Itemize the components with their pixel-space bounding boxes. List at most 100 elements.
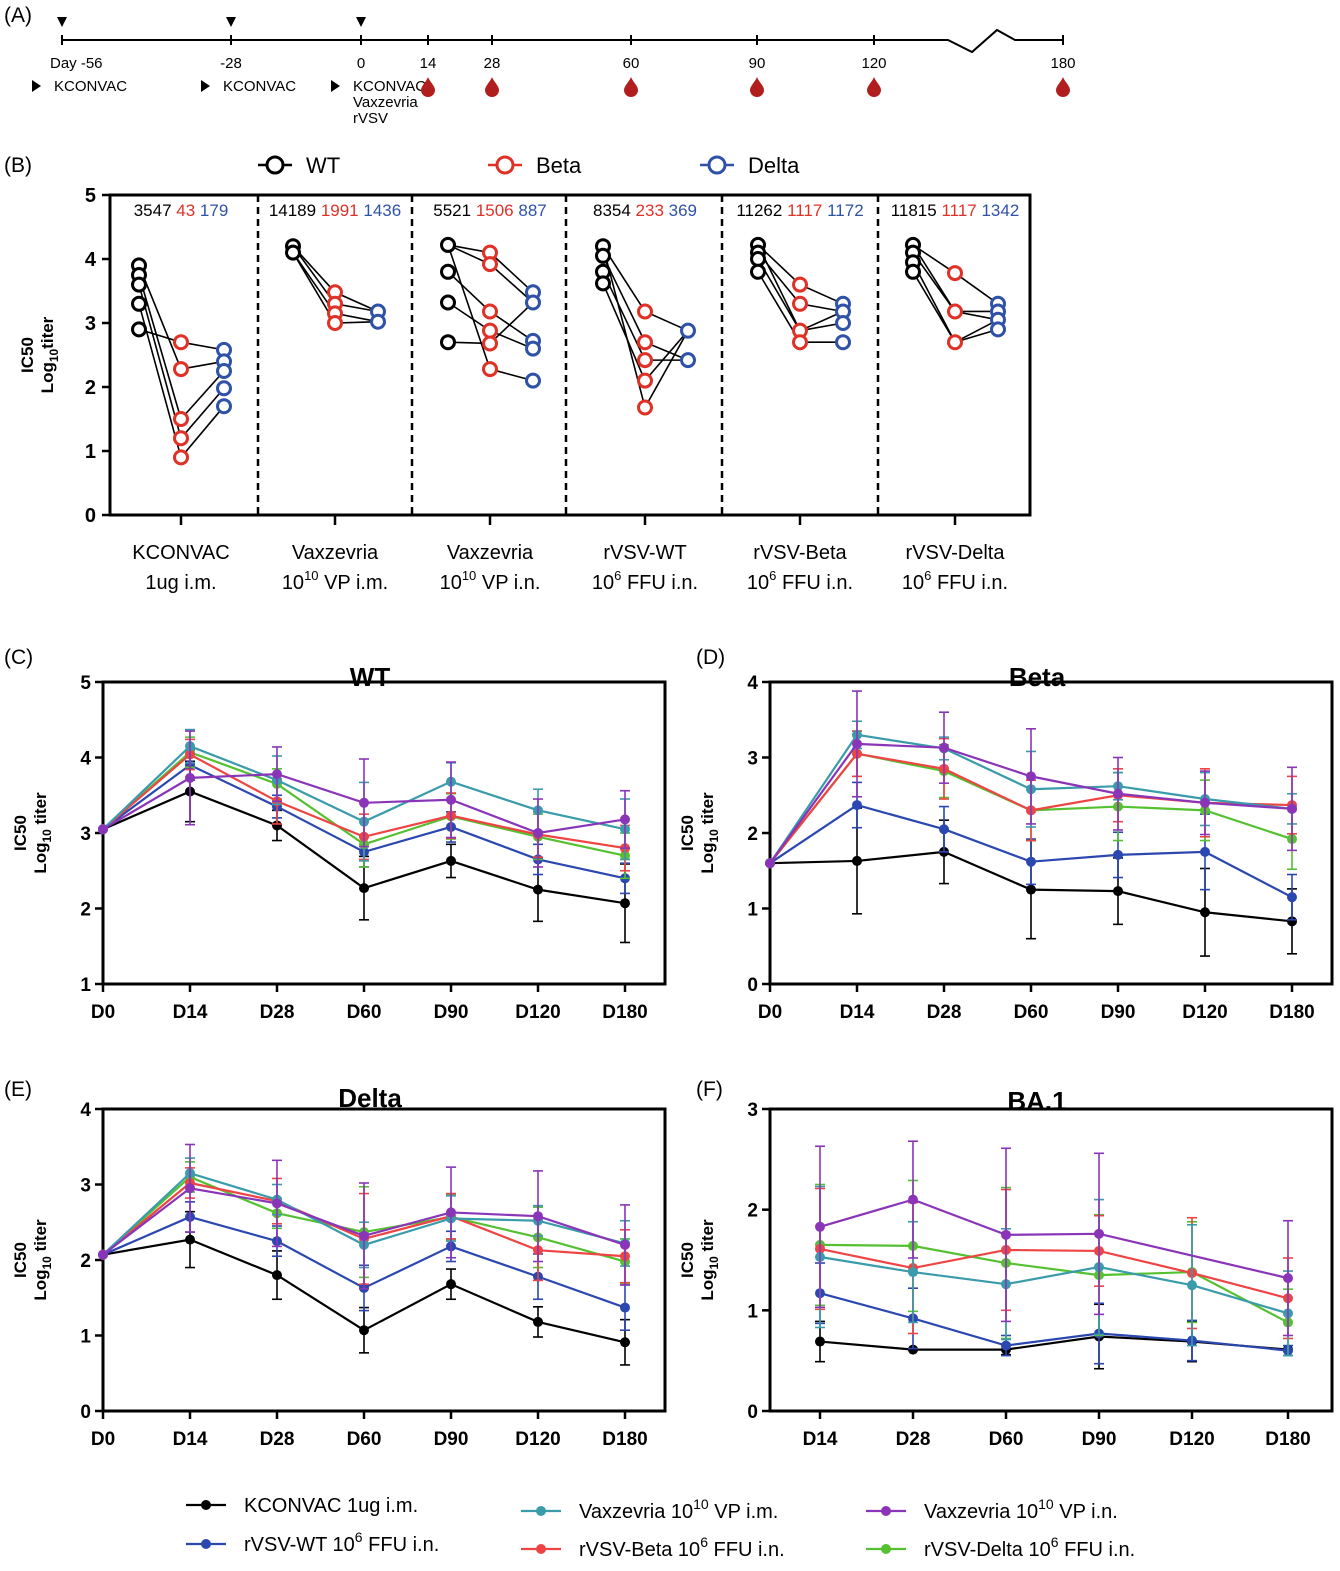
series-line: [819, 1247, 1289, 1300]
data-point-beta: [637, 399, 653, 416]
group-label-tail: 1ug i.m.: [145, 572, 216, 594]
gmt-values: 3547 43 179: [134, 201, 229, 220]
timeline-day-label: 90: [749, 55, 766, 72]
x-tick-label: D28: [260, 1429, 295, 1450]
y-tick-label: 0: [747, 975, 758, 996]
legend-label-sup: 6: [1051, 1534, 1059, 1550]
plot-frame: [768, 680, 1334, 986]
group-label-sup: 6: [614, 568, 621, 583]
data-point-beta: [327, 315, 343, 331]
data-point-beta: [792, 295, 808, 312]
gmt-value: 369: [664, 201, 697, 220]
data-point: [359, 1325, 369, 1336]
y-axis-label-line2: Log10 titer: [698, 1219, 721, 1301]
group-label-tail: FFU i.n.: [931, 572, 1008, 594]
legend-marker: [536, 1506, 546, 1516]
y-axis-label-line1: IC50: [11, 815, 30, 851]
x-tick-label: D14: [803, 1429, 838, 1450]
legend-marker: [265, 155, 285, 175]
data-point-wt: [440, 294, 456, 311]
series-vaxzevria-im: [815, 1185, 1293, 1357]
gmt-value: 5521: [433, 201, 471, 220]
group-label-base: 10: [282, 572, 304, 594]
timeline-day-label: -28: [220, 55, 242, 72]
gmt-value: 179: [195, 201, 228, 220]
data-point-beta: [947, 334, 963, 351]
x-tick-label: D90: [1082, 1429, 1117, 1450]
legend-label-text: Vaxzevria 10: [924, 1501, 1038, 1523]
y-tick-label: 2: [80, 1251, 91, 1272]
x-tick-label: D120: [1182, 1002, 1227, 1023]
data-point: [1113, 788, 1123, 799]
data-point: [1001, 1340, 1011, 1351]
gmt-values: 5521 1506 887: [433, 201, 546, 220]
data-point-beta: [173, 361, 189, 378]
x-tick-label: D180: [1265, 1429, 1310, 1450]
y-tick-label: 1: [85, 441, 96, 463]
data-point: [815, 1336, 825, 1347]
y-axis-label-line2: Log10 titer: [31, 792, 54, 874]
panel-label-f: (F): [696, 1078, 723, 1101]
panel-label-d: (D): [696, 646, 725, 669]
x-tick-label: D90: [1101, 1002, 1136, 1023]
data-point-beta: [482, 335, 498, 352]
data-point: [1026, 771, 1036, 782]
data-point: [939, 824, 949, 835]
x-tick-label: D14: [173, 1429, 208, 1450]
legend-label-tail: VP i.n.: [1054, 1501, 1118, 1523]
legend-marker: [881, 1544, 891, 1554]
data-point: [533, 1316, 543, 1327]
blood-drop-icon: [867, 77, 881, 97]
chart-title: Delta: [338, 1083, 402, 1113]
y-tick-label: 5: [85, 185, 96, 207]
gmt-value: 233: [631, 201, 664, 220]
immunization-arrow-icon: [201, 80, 210, 92]
data-point-delta: [525, 340, 541, 357]
bottom-legend: KCONVAC 1ug i.m.rVSV-WT 106 FFU i.n.Vaxz…: [186, 1495, 1135, 1561]
chart-title: BA.1: [1007, 1086, 1066, 1116]
x-tick-label: D0: [91, 1429, 115, 1450]
data-point-wt: [131, 321, 147, 338]
y-axis-label-sub: 10: [40, 829, 54, 843]
gmt-value: 14189: [269, 201, 316, 220]
legend-marker: [881, 1506, 891, 1516]
group-label-tail: FFU i.n.: [776, 572, 853, 594]
series-vaxzevria-in: [98, 1143, 630, 1290]
chart-title: WT: [350, 662, 391, 692]
timeline-day-label: 120: [861, 55, 886, 72]
data-point-beta: [173, 430, 189, 447]
data-point-delta: [216, 398, 232, 415]
data-point-beta: [792, 276, 808, 293]
timeline: Day -56 -28 0 14 28 60 90 120 180 KCONVAC KCONVAC K…: [32, 17, 1076, 127]
gmt-value: 1117: [782, 201, 822, 220]
data-point-wt: [905, 263, 921, 280]
y-axis-label-sub: 10: [47, 348, 61, 362]
immunization-label: KCONVAC: [223, 78, 296, 95]
legend-label-tail: VP i.m.: [709, 1501, 779, 1523]
data-point: [620, 814, 630, 825]
blood-drop-icon: [750, 77, 764, 97]
legend-label-sup: 6: [355, 1529, 363, 1545]
group-label-line1: rVSV-WT: [603, 542, 686, 564]
legend-marker: [201, 1539, 211, 1549]
immunization-marker-icon: [57, 17, 67, 27]
y-axis-label-tail: titer: [698, 792, 717, 829]
data-point: [1113, 886, 1123, 897]
data-point: [98, 824, 108, 835]
data-point: [908, 1344, 918, 1355]
subject-link-line: [912, 252, 998, 313]
timeline-day-label: 180: [1050, 55, 1075, 72]
y-tick-label: 1: [80, 975, 91, 996]
data-point: [815, 1221, 825, 1232]
x-tick-label: D120: [1169, 1429, 1214, 1450]
group-label-line2: 1ug i.m.: [145, 572, 216, 594]
data-point-beta: [173, 449, 189, 466]
y-tick-label: 2: [747, 824, 758, 845]
y-axis-label-log: Log: [31, 843, 50, 874]
y-axis-label-line1: IC50: [11, 1242, 30, 1278]
data-point-wt: [285, 244, 301, 261]
plot-frame: [101, 1107, 667, 1413]
